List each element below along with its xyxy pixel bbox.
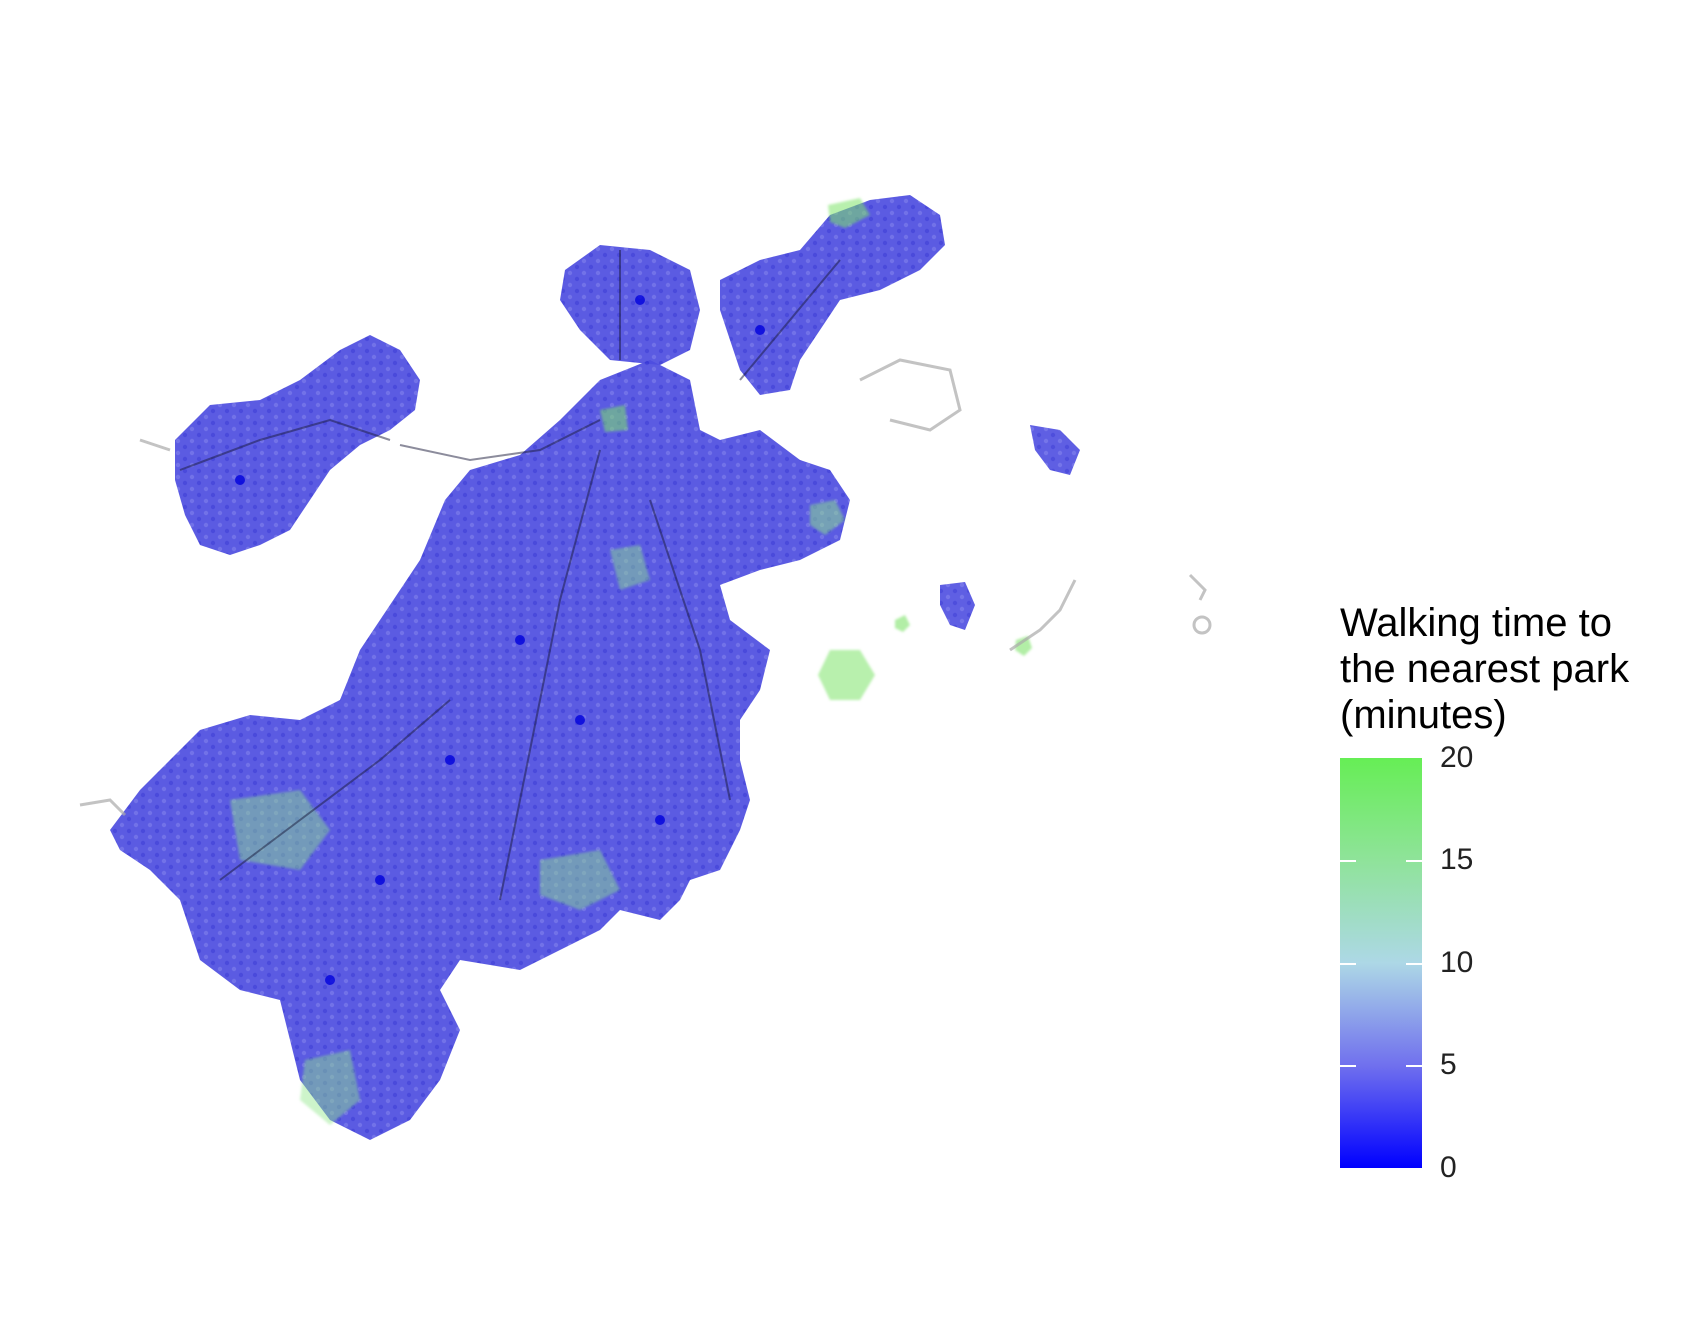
- green-fringe: [828, 198, 870, 228]
- road-line-faint: [859, 358, 962, 432]
- low-time-spot: [575, 715, 585, 725]
- legend-tick-label: 0: [1440, 1151, 1457, 1184]
- road-line-faint: [1188, 573, 1207, 601]
- gray-outlying-roads: [79, 358, 1212, 817]
- road-line-faint: [1009, 579, 1077, 652]
- low-time-spot: [755, 325, 765, 335]
- green-fringe: [600, 405, 628, 432]
- road-line-faint: [79, 798, 127, 817]
- low-time-spot: [515, 635, 525, 645]
- green-fringe: [818, 650, 875, 700]
- green-fringe: [230, 790, 330, 870]
- green-fringe: [540, 850, 620, 910]
- low-time-spot: [635, 295, 645, 305]
- colorbar-tick-right: [1406, 1065, 1422, 1067]
- road-line-faint: [139, 438, 171, 452]
- low-time-spot: [235, 475, 245, 485]
- legend-title: Walking time to the nearest park (minute…: [1340, 600, 1660, 738]
- road-line: [499, 449, 601, 901]
- legend-title-line: (minutes): [1340, 693, 1507, 737]
- color-legend: Walking time to the nearest park (minute…: [1340, 600, 1680, 1184]
- low-time-spot: [375, 875, 385, 885]
- legend-title-line: Walking time to: [1340, 601, 1612, 645]
- green-fringe: [895, 615, 910, 632]
- low-time-spot: [325, 975, 335, 985]
- legend-tick-label: 10: [1440, 946, 1474, 979]
- colorbar-tick-left: [1340, 1065, 1356, 1067]
- green-fringe-areas: [230, 198, 1032, 1125]
- road-line: [219, 699, 451, 881]
- green-fringe: [810, 500, 845, 535]
- green-fringe: [610, 545, 650, 590]
- region-northeast: [720, 195, 945, 395]
- dark-blue-spots: [235, 295, 765, 985]
- legend-tick-label: 15: [1440, 843, 1474, 876]
- colorbar-tick-left: [1340, 963, 1356, 965]
- road-line: [399, 419, 601, 462]
- region-main: [110, 360, 850, 1140]
- legend-tick-label: 20: [1440, 741, 1474, 774]
- colorbar-tick-right: [1406, 963, 1422, 965]
- road-line: [179, 418, 391, 471]
- road-loop-faint: [1192, 615, 1212, 635]
- low-time-spot: [655, 815, 665, 825]
- road-network: [179, 250, 841, 901]
- colorbar-tick-right: [1406, 860, 1422, 862]
- legend-tick-label: 5: [1440, 1048, 1457, 1081]
- map-land-regions: [110, 195, 1080, 1140]
- road-line: [739, 259, 841, 381]
- legend-body: 20 15 10 5 0: [1340, 741, 1680, 1184]
- green-fringe: [300, 1050, 360, 1125]
- region-west: [175, 335, 420, 555]
- road-line: [649, 499, 731, 801]
- region-island-2: [940, 582, 975, 630]
- low-time-spot: [445, 755, 455, 765]
- region-north: [560, 245, 700, 365]
- region-island-1: [1030, 425, 1080, 475]
- colorbar-tick-left: [1340, 860, 1356, 862]
- legend-title-line: the nearest park: [1340, 647, 1630, 691]
- green-fringe: [1015, 636, 1032, 656]
